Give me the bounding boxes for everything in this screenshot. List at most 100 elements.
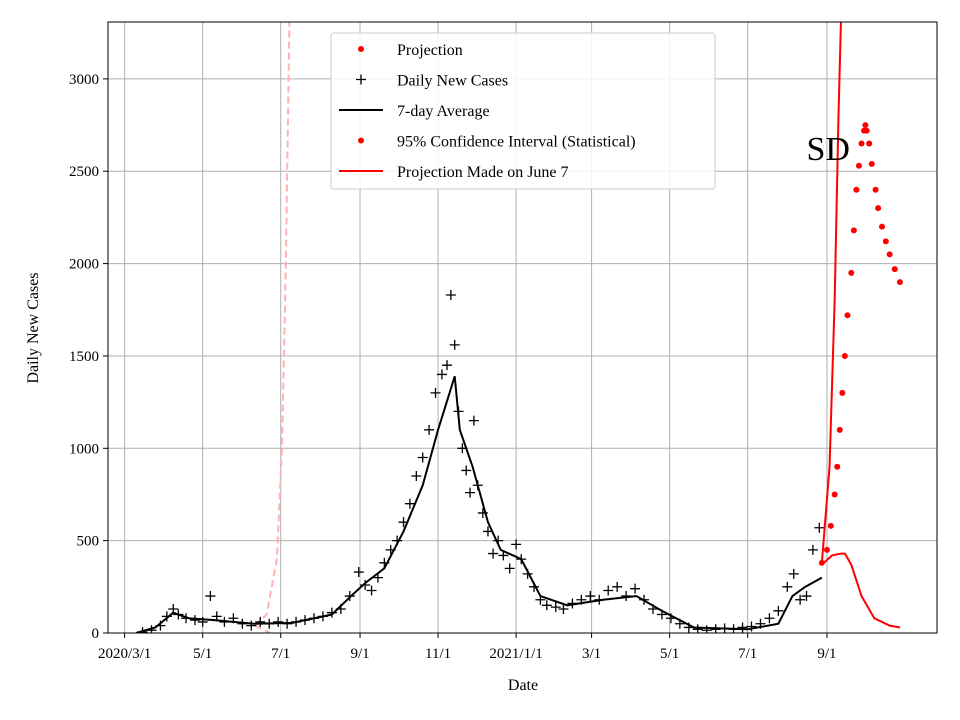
plus-marker [603,585,614,596]
plus-marker [417,452,428,463]
y-tick-label: 500 [77,534,100,550]
dot [844,312,851,319]
y-tick-label: 2000 [69,257,99,273]
plus-marker [468,415,479,426]
dot [823,546,830,553]
dashed-line [254,22,291,627]
plus-marker [511,539,522,550]
dot [855,162,862,169]
plus-marker [449,339,460,350]
dot [891,266,898,273]
dot [834,463,841,470]
axes-frame [107,21,938,634]
plus-marker [701,625,712,633]
plus-marker [541,600,552,611]
plus-marker [424,424,435,435]
plot-area [135,22,903,633]
plus-marker [353,567,364,578]
dot [878,223,885,230]
plus-marker [430,387,441,398]
y-tick-label: 0 [92,626,100,642]
x-tick-label: 9/1 [350,646,369,662]
legend-label: 7-day Average [397,103,490,120]
dot [831,491,838,498]
plus-marker [461,465,472,476]
plus-marker [488,548,499,559]
annotation: SD [807,131,850,168]
legend-marker [356,74,366,85]
legend-label: Daily New Cases [397,73,508,90]
dot [882,238,889,245]
plus-marker [795,594,806,605]
dot [858,140,865,147]
dot [863,127,870,134]
x-axis-label: Date [508,677,538,694]
plus-marker [465,487,476,498]
y-tick-label: 1000 [69,441,99,457]
x-tick-label: 3/1 [582,646,601,662]
y-tick-label: 2500 [69,164,99,180]
dot [848,269,855,276]
plus-marker [612,581,623,592]
y-tick-label: 1500 [69,349,99,365]
dot [839,389,846,396]
plus-marker [504,563,515,574]
dot [866,140,873,147]
plus-marker [273,616,284,627]
y-axis-label: Daily New Cases [25,272,42,383]
x-tick-label: 11/1 [425,646,451,662]
plus-marker [205,591,216,602]
plus-marker [764,613,775,624]
dot [862,122,869,129]
plus-marker [788,568,799,579]
dot [875,205,882,212]
plus-marker [442,360,453,371]
x-tick-label: 2020/3/1 [98,646,151,662]
plus-marker [558,603,569,614]
x-tick-label: 9/1 [817,646,836,662]
x-tick-label: 2021/1/1 [489,646,542,662]
legend-box [330,32,716,190]
dot [827,522,834,529]
dot [850,227,857,234]
plus-marker [746,621,757,632]
plus-marker [411,471,422,482]
plus-marker [737,622,748,633]
plus-marker [445,289,456,300]
dashed-line [254,624,271,633]
dot [841,352,848,359]
legend-label: Projection [397,42,463,59]
dot [886,251,893,258]
plus-marker [189,615,200,626]
x-tick-label: 7/1 [271,646,290,662]
line [135,375,823,633]
grid [108,22,937,634]
x-tick-label: 5/1 [193,646,212,662]
line [821,552,901,629]
dot [853,186,860,193]
plus-marker [366,585,377,596]
plus-marker [585,591,596,602]
legend-marker [358,137,364,144]
plus-marker [801,591,812,602]
plus-marker [246,620,257,631]
dot [836,426,843,433]
plus-marker [814,522,825,533]
plus-marker [630,583,641,594]
plus-marker [550,602,561,613]
dot [896,279,903,286]
plus-marker [436,369,447,380]
x-tick-label: 7/1 [738,646,757,662]
y-tick-label: 3000 [69,72,99,88]
plus-marker [807,544,818,555]
legend-label: Projection Made on June 7 [397,164,569,181]
dot [872,186,879,193]
dot [868,160,875,167]
plus-marker [782,581,793,592]
plus-marker [255,616,266,627]
legend: Projection Daily New Cases 7-day Average 95… [330,32,716,190]
plus-marker [404,498,415,509]
legend-marker [358,46,364,52]
line [820,22,842,563]
x-tick-label: 5/1 [660,646,679,662]
